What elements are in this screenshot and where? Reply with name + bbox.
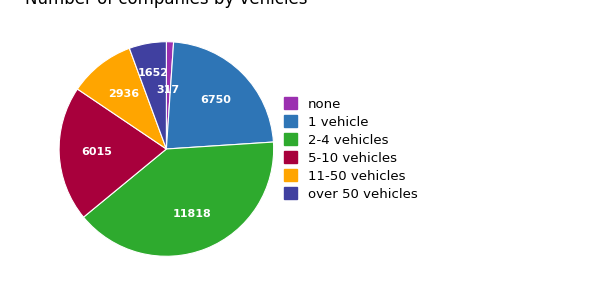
Wedge shape <box>129 42 166 149</box>
Legend: none, 1 vehicle, 2-4 vehicles, 5-10 vehicles, 11-50 vehicles, over 50 vehicles: none, 1 vehicle, 2-4 vehicles, 5-10 vehi… <box>280 93 422 205</box>
Text: 2936: 2936 <box>108 89 139 99</box>
Text: 6750: 6750 <box>200 95 231 105</box>
Text: 1652: 1652 <box>137 68 168 78</box>
Title: Number of companies by vehicles: Number of companies by vehicles <box>25 0 307 8</box>
Text: 317: 317 <box>157 85 180 95</box>
Text: 6015: 6015 <box>81 147 112 157</box>
Wedge shape <box>166 42 273 149</box>
Wedge shape <box>77 48 166 149</box>
Wedge shape <box>83 142 273 256</box>
Wedge shape <box>59 89 166 217</box>
Wedge shape <box>166 42 174 149</box>
Text: 11818: 11818 <box>172 209 211 219</box>
